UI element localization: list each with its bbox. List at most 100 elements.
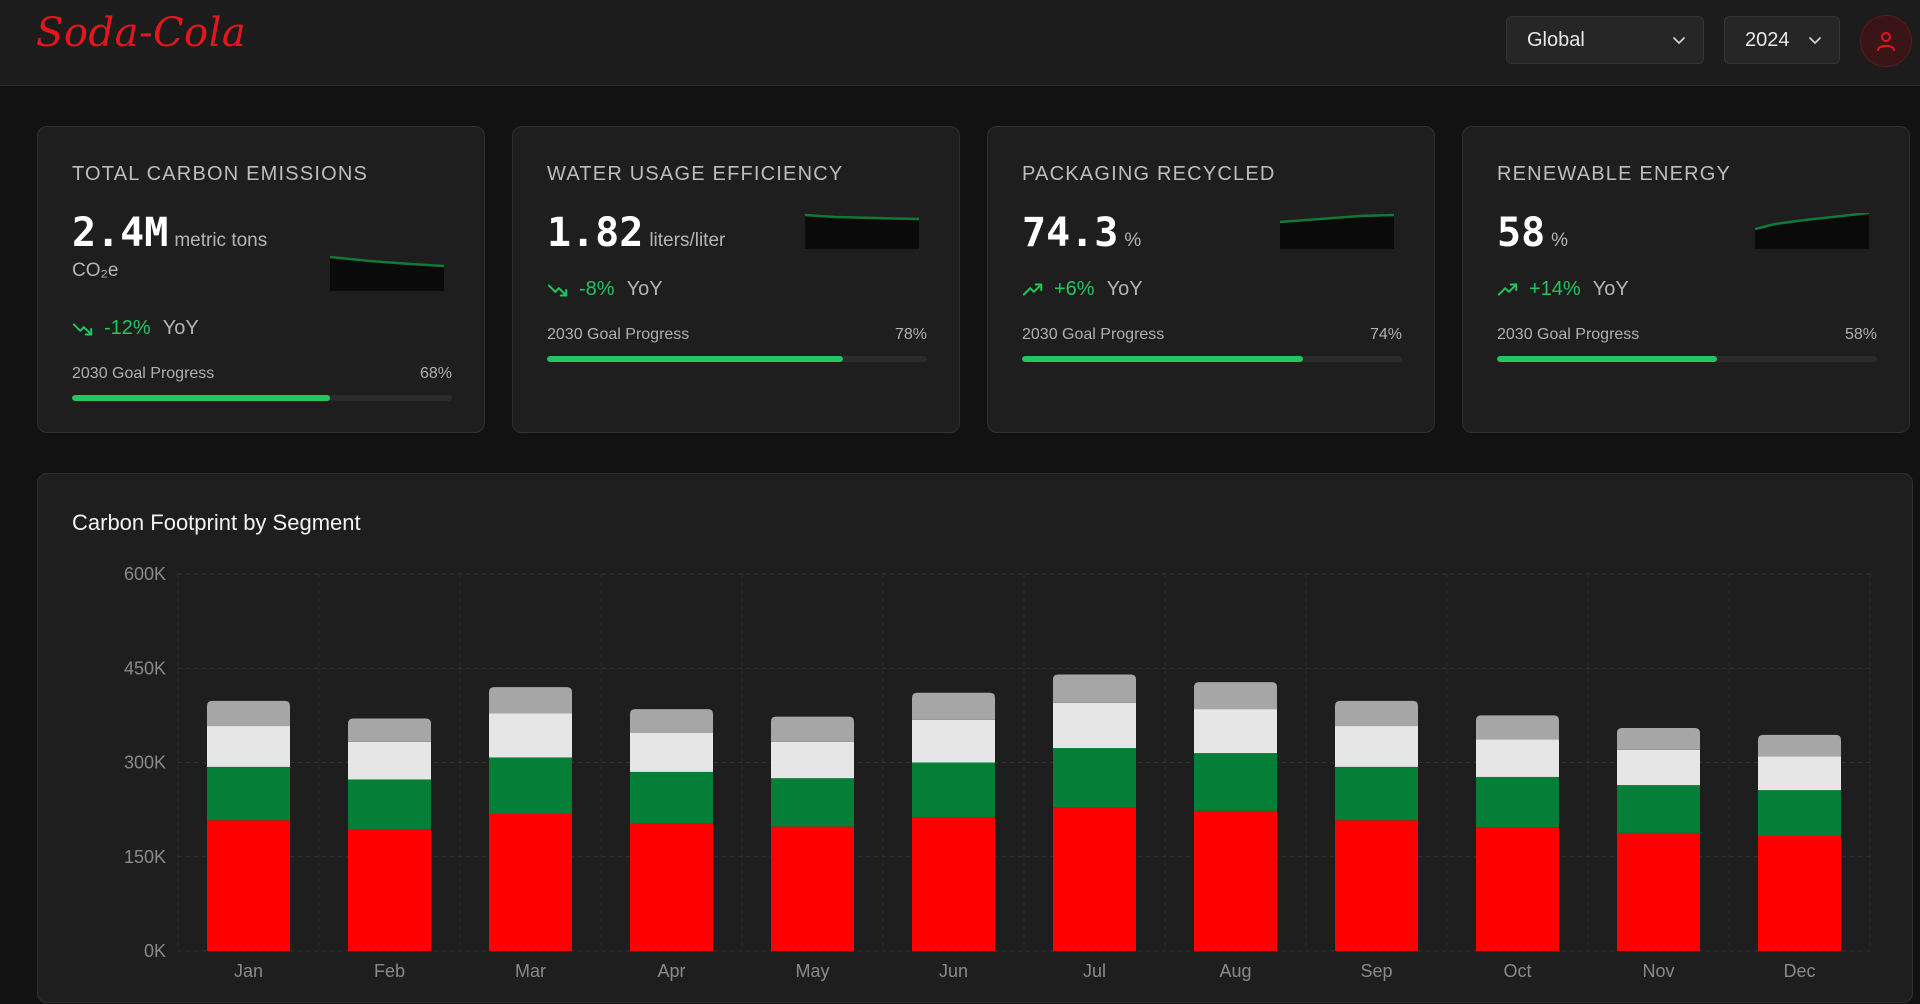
goal-progress: 2030 Goal Progress 78%: [547, 326, 927, 362]
kpi-card-carbon: TOTAL CARBON EMISSIONS 2.4M metric tons C…: [37, 126, 485, 433]
kpi-unit: %: [1124, 230, 1142, 251]
goal-label: 2030 Goal Progress: [1022, 326, 1165, 343]
x-tick-label: Jun: [939, 961, 968, 981]
x-tick-label: Jan: [234, 961, 263, 981]
bar-segment: [1335, 820, 1418, 951]
kpi-unit: metric tons CO₂e: [72, 230, 268, 281]
trending-up-icon: [1497, 282, 1518, 296]
chart-title: Carbon Footprint by Segment: [72, 510, 361, 535]
x-tick-label: Dec: [1783, 961, 1815, 981]
y-tick-label: 0K: [144, 941, 166, 961]
bar-segment: [489, 713, 572, 758]
x-tick-label: Aug: [1219, 961, 1251, 981]
bar-segment: [207, 700, 290, 727]
region-select[interactable]: Global: [1506, 16, 1704, 64]
x-tick-label: Jul: [1083, 961, 1106, 981]
kpi-value-block: 2.4M metric tons CO₂e: [72, 207, 312, 284]
bar-segment: [912, 762, 995, 818]
kpi-value: 74.3: [1022, 210, 1119, 256]
bar-segment: [1335, 700, 1418, 727]
bar-segment: [1053, 674, 1136, 703]
kpi-trend: +6% YoY: [1022, 278, 1143, 301]
bar-segment: [1617, 785, 1700, 833]
sparkline-chart: [805, 213, 919, 249]
x-tick-label: Oct: [1503, 961, 1531, 981]
bar-segment: [1758, 734, 1841, 757]
bar-segment: [630, 771, 713, 824]
bar-segment: [771, 826, 854, 951]
sparkline-chart: [1755, 213, 1869, 249]
bar-segment: [1476, 827, 1559, 951]
goal-progress-fill: [1497, 356, 1718, 362]
bar-segment: [1335, 726, 1418, 767]
goal-progress-fill: [1022, 356, 1304, 362]
brand-logo[interactable]: Soda-Cola: [36, 10, 247, 56]
year-select-value: 2024: [1745, 28, 1790, 51]
bar-segment: [489, 687, 572, 714]
kpi-trend: +14% YoY: [1497, 278, 1629, 301]
bar-segment: [1617, 727, 1700, 750]
bar-segment: [348, 718, 431, 742]
bar-segment: [1758, 756, 1841, 791]
bar-segment: [1617, 749, 1700, 786]
x-tick-label: Nov: [1642, 961, 1674, 981]
bar-segment: [1194, 753, 1277, 811]
user-avatar-button[interactable]: [1860, 15, 1912, 67]
bar-segment: [1194, 682, 1277, 710]
trending-up-icon: [1022, 282, 1043, 296]
kpi-trend-value: -12%: [104, 317, 151, 339]
kpi-value: 58: [1497, 210, 1546, 256]
chevron-down-icon: [1809, 37, 1821, 44]
bar-segment: [912, 817, 995, 951]
kpi-title: WATER USAGE EFFICIENCY: [547, 163, 844, 185]
bar-segment: [1758, 836, 1841, 951]
kpi-trend-suffix: YoY: [162, 317, 199, 339]
bar-segment: [771, 778, 854, 827]
year-select[interactable]: 2024: [1724, 16, 1840, 64]
goal-progress-bar: [1022, 356, 1402, 362]
trending-down-icon: [72, 322, 93, 336]
bar-segment: [1476, 776, 1559, 828]
kpi-unit: %: [1551, 230, 1569, 251]
bar-segment: [1476, 715, 1559, 740]
y-tick-label: 300K: [124, 753, 166, 773]
goal-label: 2030 Goal Progress: [547, 326, 690, 343]
bar-segment: [771, 716, 854, 742]
stacked-bar-chart: 0K 150K 300K 450K 600K Jan Feb Mar Apr May Jun Jul A…: [124, 564, 1871, 981]
kpi-trend-value: +6%: [1054, 278, 1095, 300]
goal-progress-bar: [72, 395, 452, 401]
bar-segment: [348, 779, 431, 830]
kpi-value: 1.82: [547, 210, 644, 256]
bar-segment: [348, 741, 431, 780]
kpi-title: PACKAGING RECYCLED: [1022, 163, 1276, 185]
y-tick-label: 600K: [124, 564, 166, 584]
bar-segment: [207, 766, 290, 821]
bar-segment: [630, 732, 713, 772]
kpi-value-block: 1.82 liters/liter: [547, 207, 787, 259]
goal-label: 2030 Goal Progress: [72, 365, 215, 382]
goal-progress-fill: [547, 356, 844, 362]
bar-segment: [489, 757, 572, 815]
kpi-unit: liters/liter: [649, 230, 726, 251]
bar-segment: [1476, 739, 1559, 777]
goal-progress: 2030 Goal Progress 58%: [1497, 326, 1877, 362]
goal-progress-bar: [1497, 356, 1877, 362]
goal-progress: 2030 Goal Progress 68%: [72, 365, 452, 401]
bar-segment: [1335, 766, 1418, 821]
bar-segment: [630, 823, 713, 951]
x-tick-label: Feb: [374, 961, 405, 981]
bar-segment: [1053, 748, 1136, 808]
chevron-down-icon: [1673, 37, 1685, 44]
bar-segment: [912, 692, 995, 720]
goal-label: 2030 Goal Progress: [1497, 326, 1640, 343]
x-tick-label: Sep: [1360, 961, 1392, 981]
bar-segment: [630, 709, 713, 733]
kpi-card-packaging: PACKAGING RECYCLED 74.3% +6% YoY 2030 Go…: [987, 126, 1435, 433]
sparkline-chart: [1280, 213, 1394, 249]
kpi-title: TOTAL CARBON EMISSIONS: [72, 163, 369, 185]
bar-segment: [1053, 702, 1136, 749]
x-tick-label: Apr: [657, 961, 685, 981]
bar-segment: [207, 820, 290, 951]
kpi-trend: -12% YoY: [72, 317, 199, 340]
kpi-card-water: WATER USAGE EFFICIENCY 1.82 liters/liter …: [512, 126, 960, 433]
